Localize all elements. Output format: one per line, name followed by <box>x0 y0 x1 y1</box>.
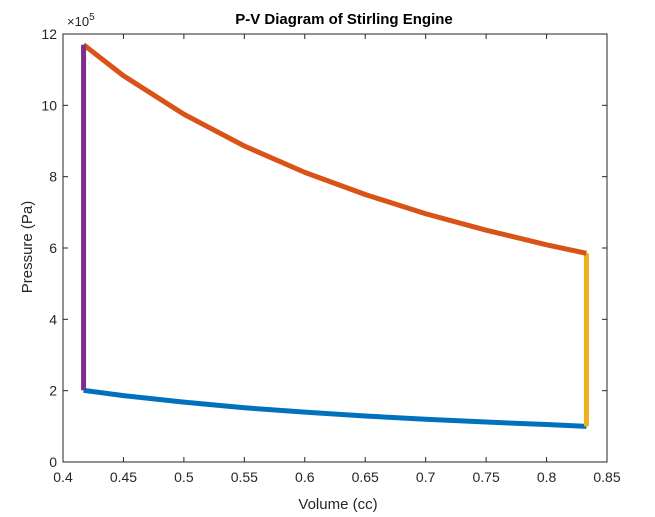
x-axis-label: Volume (cc) <box>298 496 377 513</box>
x-tick-label: 0.75 <box>472 469 499 485</box>
y-tick-label: 4 <box>49 311 57 327</box>
x-tick-label: 0.4 <box>53 469 73 485</box>
x-tick-label: 0.7 <box>416 469 436 485</box>
y-tick-label: 8 <box>49 169 57 185</box>
series-line-3 <box>82 42 587 256</box>
x-tick-label: 0.85 <box>593 469 620 485</box>
y-multiplier-exponent: 5 <box>89 12 95 23</box>
x-tick-label: 0.55 <box>231 469 258 485</box>
x-tick-label: 0.6 <box>295 469 315 485</box>
x-tick-label: 0.8 <box>537 469 557 485</box>
y-tick-label: 2 <box>49 383 57 399</box>
ticks-layer: 0.4 0.45 0.5 0.55 0.6 0.65 0.7 0.75 0.8 0.85 0 2 4 6 8… <box>41 26 620 485</box>
y-multiplier-base: ×10 <box>67 14 89 29</box>
y-tick-label: 10 <box>41 97 57 113</box>
x-tick-label: 0.45 <box>110 469 137 485</box>
plot-area <box>63 34 607 462</box>
y-tick-label: 12 <box>41 26 57 42</box>
y-tick-label: 0 <box>49 454 57 470</box>
y-multiplier: ×105 <box>67 12 95 29</box>
y-tick-label: 6 <box>49 240 57 256</box>
y-axis-label: Pressure (Pa) <box>19 201 36 294</box>
series-line-1 <box>83 387 587 429</box>
x-tick-label: 0.5 <box>174 469 194 485</box>
chart-title: P-V Diagram of Stirling Engine <box>235 11 453 28</box>
x-tick-label: 0.65 <box>352 469 379 485</box>
series-layer <box>81 42 589 429</box>
